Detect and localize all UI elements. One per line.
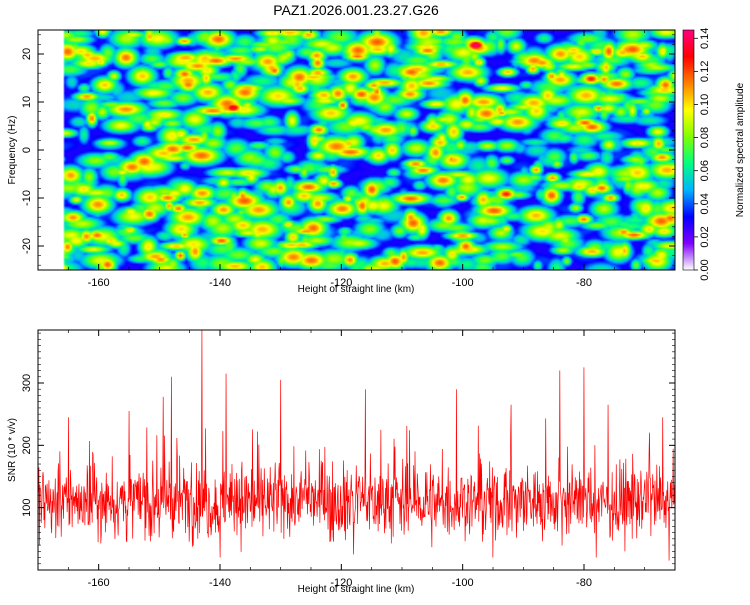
snr-ticks: -160 -140 -120 -100 -80 100 200 300 bbox=[21, 330, 676, 589]
colorbar-tick-label: 0.04 bbox=[699, 193, 711, 214]
y-tick-label: 20 bbox=[21, 48, 33, 60]
heatmap-frame bbox=[37, 29, 676, 271]
colorbar-label: Normalized spectral amplitude bbox=[735, 82, 746, 217]
snr-series-line bbox=[38, 330, 675, 561]
colorbar-tick-label: 0.10 bbox=[699, 94, 711, 115]
x-tick-label: -160 bbox=[88, 277, 110, 289]
x-tick-label: -100 bbox=[452, 577, 474, 589]
colorbar-tick-label: 0.06 bbox=[699, 160, 711, 181]
snr-ylabel: SNR (10 * v/v) bbox=[7, 418, 18, 482]
chart-title: PAZ1.2026.001.23.27.G26 bbox=[273, 2, 439, 18]
colorbar-tick-label: 0.00 bbox=[699, 259, 711, 280]
colorbar-tick-label: 0.08 bbox=[699, 127, 711, 148]
x-tick-label: -140 bbox=[209, 277, 231, 289]
y-tick-label: 0 bbox=[21, 147, 33, 153]
colorbar-ticks: 0.00 0.02 0.04 0.06 0.08 0.10 0.12 0.14 bbox=[694, 28, 711, 281]
colorbar-frame bbox=[682, 29, 695, 271]
colorbar: 0.00 0.02 0.04 0.06 0.08 0.10 0.12 0.14 Normali… bbox=[682, 28, 746, 281]
y-tick-label: -10 bbox=[21, 190, 33, 206]
snr-xlabel: Height of straight line (km) bbox=[298, 584, 415, 595]
colorbar-tick-label: 0.12 bbox=[699, 61, 711, 82]
y-tick-label: 10 bbox=[21, 96, 33, 108]
x-tick-label: -120 bbox=[330, 577, 352, 589]
heatmap-xlabel: Height of straight line (km) bbox=[298, 284, 415, 295]
y-tick-label: -20 bbox=[21, 238, 33, 254]
colorbar-tick-label: 0.14 bbox=[699, 28, 711, 49]
x-tick-label: -80 bbox=[576, 277, 592, 289]
x-tick-label: -160 bbox=[88, 577, 110, 589]
snr-panel: -160 -140 -120 -100 -80 100 200 300 Height of s… bbox=[7, 329, 676, 595]
x-tick-label: -100 bbox=[452, 277, 474, 289]
snr-background bbox=[38, 330, 675, 570]
y-tick-label: 100 bbox=[21, 498, 33, 516]
colorbar-gradient bbox=[683, 30, 694, 270]
heatmap-ylabel: Frequency (Hz) bbox=[7, 116, 18, 185]
x-tick-label: -120 bbox=[330, 277, 352, 289]
colorbar-tick-label: 0.02 bbox=[699, 226, 711, 247]
x-tick-label: -80 bbox=[576, 577, 592, 589]
spectrogram-heatmap bbox=[38, 30, 675, 270]
x-tick-label: -140 bbox=[209, 577, 231, 589]
y-tick-label: 300 bbox=[21, 374, 33, 392]
y-tick-label: 200 bbox=[21, 436, 33, 454]
snr-frame bbox=[37, 329, 676, 571]
